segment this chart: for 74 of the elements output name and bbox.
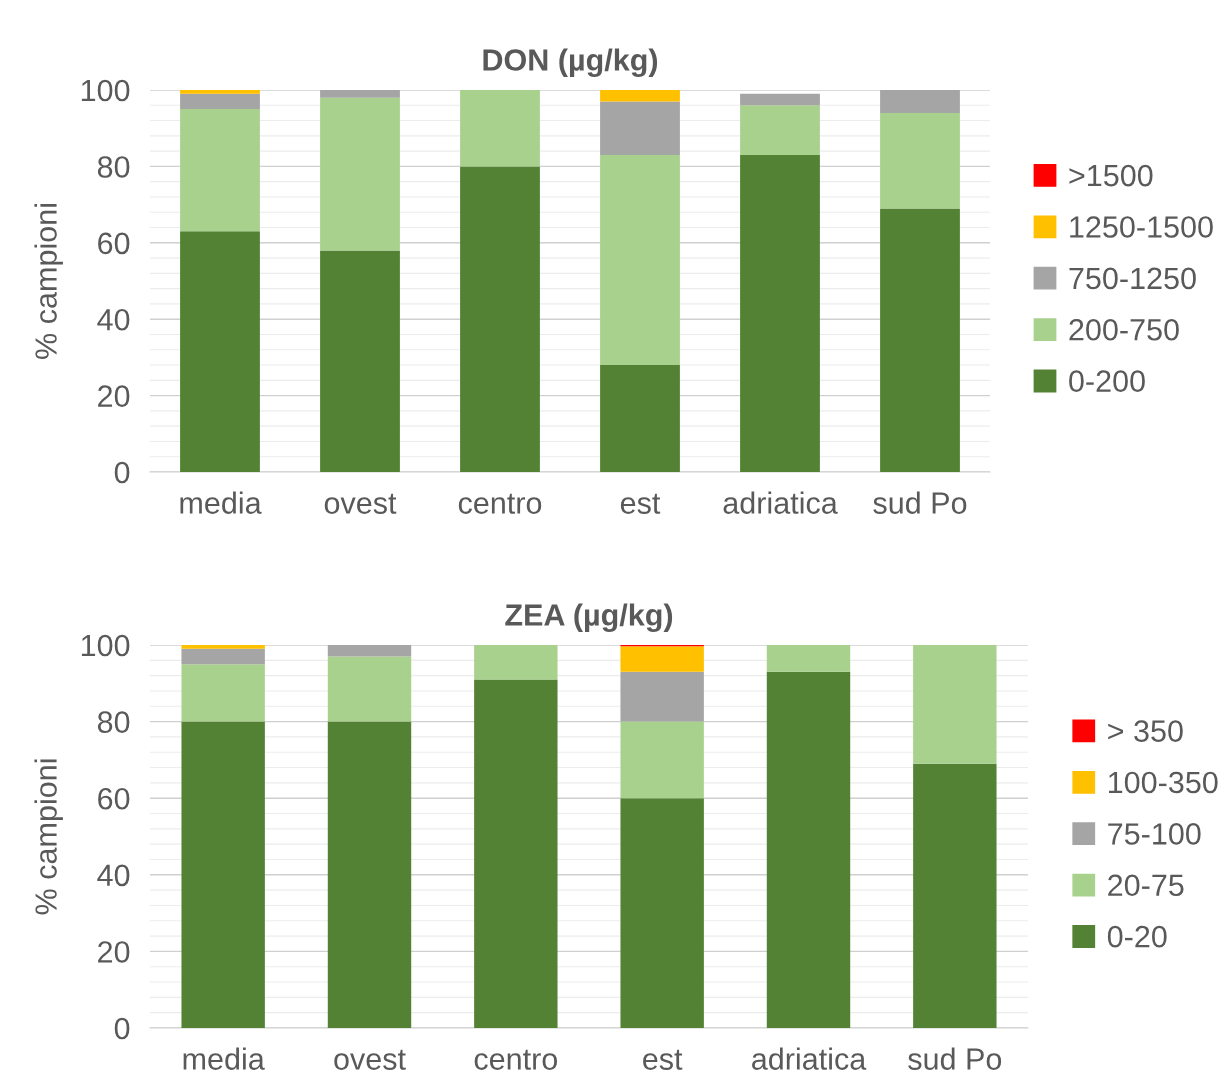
bar — [474, 679, 558, 1028]
legend-label: 750-1250 — [1069, 267, 1196, 290]
x-tick-label: adriatica — [723, 491, 838, 514]
bar — [766, 671, 851, 1028]
x-tick-label: est — [620, 493, 661, 514]
y-tick-label: 0 — [114, 1017, 130, 1040]
bar — [180, 90, 260, 94]
bar — [740, 93, 820, 106]
bar — [766, 645, 851, 672]
y-tick-label: 80 — [97, 156, 130, 178]
chart-title: ZEA (µg/kg) — [505, 603, 673, 633]
x-tick-label: sud Po — [873, 491, 967, 514]
bar — [460, 166, 540, 472]
bar — [913, 645, 997, 764]
y-axis-title: % campioni — [34, 759, 63, 915]
bar — [600, 101, 680, 155]
bar — [600, 90, 680, 102]
y-tick-label: 60 — [98, 232, 130, 255]
bar — [880, 112, 960, 209]
bar — [181, 721, 265, 1028]
bar — [620, 798, 704, 1028]
x-tick-label: sud Po — [908, 1047, 1002, 1070]
bar — [327, 721, 412, 1028]
y-tick-label: 20 — [98, 385, 130, 407]
bar — [620, 646, 704, 672]
bar — [620, 671, 704, 722]
bar — [181, 648, 265, 665]
y-tick-label: 80 — [97, 711, 130, 733]
y-tick-label: 100 — [81, 634, 130, 657]
x-tick-label: est — [643, 1049, 683, 1070]
legend-label: 75-100 — [1108, 823, 1201, 845]
y-tick-label: 20 — [98, 941, 130, 963]
bar — [320, 250, 400, 472]
bar — [740, 154, 820, 472]
bar — [327, 656, 412, 722]
y-axis-title: % campioni — [34, 204, 63, 359]
bar — [880, 90, 960, 113]
legend-label: 100-350 — [1109, 771, 1218, 794]
x-tick-label: adriatica — [752, 1047, 867, 1070]
bar — [181, 664, 265, 722]
bar — [620, 721, 704, 799]
bar — [913, 763, 997, 1028]
bar — [320, 97, 400, 251]
bar — [320, 90, 400, 98]
y-tick-label: 40 — [97, 308, 130, 331]
legend-label: 1250-1500 — [1070, 216, 1213, 238]
bar — [180, 93, 260, 110]
y-tick-label: 0 — [114, 461, 130, 484]
bar — [600, 154, 680, 366]
legend-label: 200-750 — [1069, 318, 1179, 341]
y-tick-label: 100 — [81, 79, 130, 102]
bar — [474, 645, 558, 680]
bar — [180, 109, 260, 232]
bar — [327, 645, 412, 657]
legend-label: 0-20 — [1107, 925, 1167, 948]
bar — [740, 105, 820, 155]
y-tick-label: 60 — [98, 787, 130, 810]
x-tick-label: ovest — [324, 493, 397, 514]
bar — [880, 208, 960, 472]
bar — [460, 90, 540, 167]
y-tick-label: 40 — [97, 864, 130, 887]
legend-label: 0-200 — [1069, 370, 1145, 392]
x-tick-label: centro — [474, 1049, 558, 1070]
chart-title: DON (µg/kg) — [483, 48, 658, 78]
x-tick-label: centro — [458, 493, 542, 514]
legend-label: 20-75 — [1108, 874, 1184, 897]
legend-label: >1500 — [1069, 164, 1153, 187]
bar — [600, 365, 680, 472]
legend-label: > 350 — [1108, 720, 1183, 742]
x-tick-label: ovest — [334, 1049, 406, 1070]
x-tick-label: media — [183, 1047, 265, 1070]
bar — [180, 231, 260, 472]
x-tick-label: media — [180, 491, 262, 514]
bar — [181, 645, 265, 649]
